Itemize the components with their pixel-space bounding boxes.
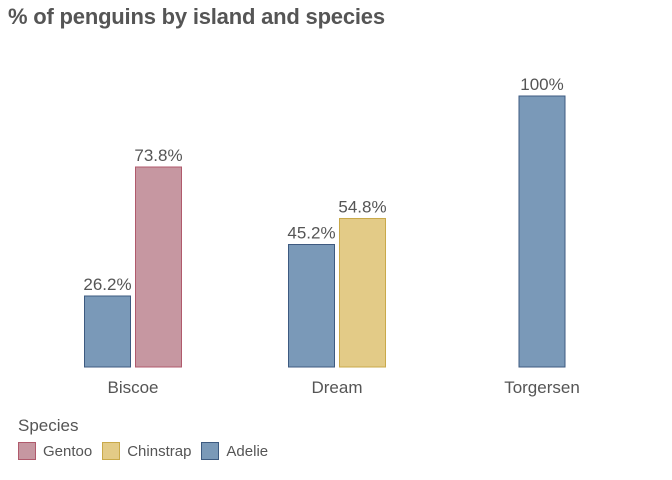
legend-item-adelie: Adelie (201, 442, 268, 460)
legend-title: Species (18, 416, 79, 435)
data-label-dream-chinstrap: 54.8% (338, 197, 386, 216)
bar-biscoe-adelie (84, 295, 131, 368)
x-tick-label-torgersen: Torgersen (504, 378, 580, 397)
legend-label-gentoo: Gentoo (43, 442, 93, 460)
x-tick-label-biscoe: Biscoe (107, 378, 158, 397)
legend-label-adelie: Adelie (226, 442, 269, 460)
bar-dream-adelie (288, 244, 335, 368)
data-label-dream-adelie: 45.2% (287, 224, 335, 243)
legend-label-chinstrap: Chinstrap (127, 442, 192, 460)
bar-dream-chinstrap (339, 217, 386, 368)
legend-swatch-adelie (201, 442, 220, 460)
bar-biscoe-gentoo (135, 166, 182, 368)
legend-item-chinstrap: Chinstrap (102, 442, 191, 460)
legend-swatch-gentoo (18, 442, 36, 460)
legend-swatch-chinstrap (102, 442, 121, 460)
legend-item-gentoo: Gentoo (18, 442, 92, 460)
legend: Species Gentoo Chinstrap Adelie (18, 416, 278, 460)
x-tick-label-dream: Dream (311, 378, 362, 397)
bar-torgersen-adelie (518, 95, 566, 368)
legend-items: Gentoo Chinstrap Adelie (18, 442, 278, 460)
data-label-torgersen-adelie: 100% (520, 75, 563, 94)
data-label-biscoe-adelie: 26.2% (83, 275, 131, 294)
data-label-biscoe-gentoo: 73.8% (134, 146, 182, 165)
chart-title: % of penguins by island and species (8, 4, 385, 29)
